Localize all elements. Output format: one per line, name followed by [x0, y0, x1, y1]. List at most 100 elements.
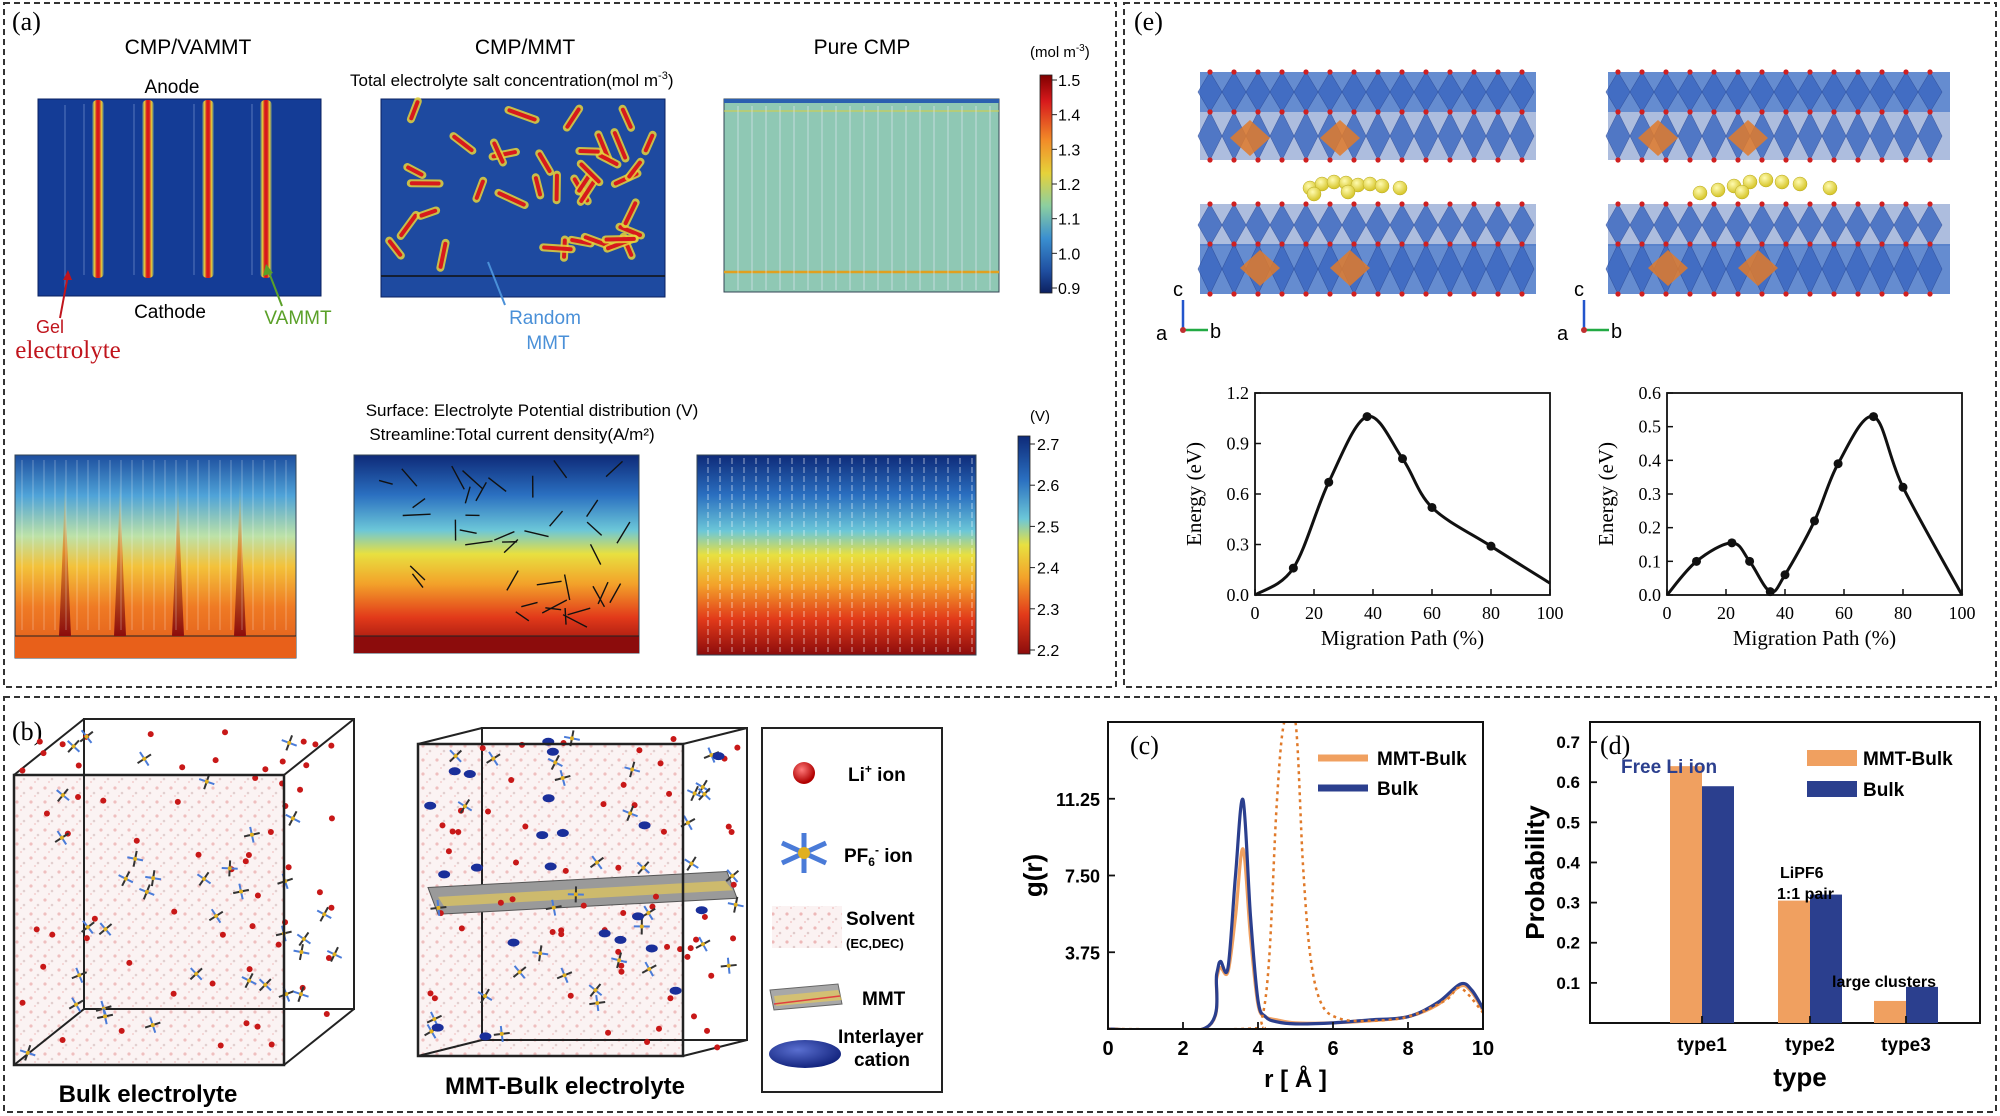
- x-axis-label: r [ Å ]: [1264, 1065, 1327, 1093]
- legend-mmt: MMT: [862, 989, 906, 1010]
- oxygen-atom: [1759, 201, 1765, 207]
- oxygen-atom: [1471, 157, 1477, 163]
- oxygen-atom: [1255, 291, 1261, 297]
- orange-octahedron: [1648, 250, 1688, 286]
- oxygen-atom: [1447, 157, 1453, 163]
- colorbar-salt-tick: 1.3: [1058, 142, 1080, 159]
- li-ion: [133, 837, 140, 844]
- oxygen-atom: [1303, 109, 1309, 115]
- oxygen-atom: [1423, 241, 1429, 247]
- mmt-plate-line: [409, 565, 426, 581]
- mmt-plate-line: [459, 529, 477, 534]
- oxygen-atom: [1663, 291, 1669, 297]
- oxygen-atom: [1519, 291, 1525, 297]
- li-ion: [328, 815, 335, 822]
- mmt-plate: [449, 132, 477, 155]
- li-ion: [455, 829, 462, 836]
- cation-icon: [769, 1040, 841, 1068]
- interlayer-cation: [632, 912, 645, 921]
- x-tick-label: 40: [1364, 603, 1382, 623]
- mmt-plate-line: [401, 468, 418, 487]
- li-ion: [279, 758, 286, 765]
- oxygen-atom: [1423, 69, 1429, 75]
- mmt-plate-line: [464, 486, 471, 504]
- x-tick-label: type1: [1677, 1035, 1727, 1056]
- oxygen-atom: [1327, 69, 1333, 75]
- x-tick-label: 20: [1305, 603, 1323, 623]
- annotation-free-li: Free Li ion: [1621, 757, 1717, 778]
- oxygen-atom: [1807, 291, 1813, 297]
- box-edge: [283, 718, 355, 776]
- oxygen-atom: [1711, 241, 1717, 247]
- legend-solvent-sub: (EC,DEC): [846, 936, 904, 951]
- oxygen-atom: [1735, 241, 1741, 247]
- x-tick-label: 40: [1776, 603, 1794, 623]
- mmt-plate: [618, 104, 636, 132]
- li-atom: [1374, 178, 1390, 194]
- pf6-ion: [258, 978, 272, 992]
- bar: [1906, 986, 1938, 1023]
- oxygen-atom: [1927, 69, 1933, 75]
- mmt-plate-line: [506, 570, 519, 591]
- mmt-plate-line: [616, 521, 631, 544]
- oxygen-atom: [1423, 201, 1429, 207]
- li-atom: [1822, 180, 1838, 196]
- oxygen-atom: [1855, 291, 1861, 297]
- interlayer-cation: [638, 821, 651, 830]
- li-ion: [618, 968, 625, 975]
- li-atom: [1692, 185, 1708, 201]
- orange-octahedron: [1240, 250, 1280, 286]
- energy-chart-1: 0 20 40 60 80 100 0.0 0.3 0.6 0.9 1.2 Migration Pat…: [1182, 383, 1564, 650]
- li-ion: [328, 742, 335, 749]
- x-tick-label: 100: [1537, 603, 1564, 623]
- svg-text:c: c: [1574, 279, 1584, 301]
- oxygen-atom: [1471, 69, 1477, 75]
- oxygen-atom: [1279, 241, 1285, 247]
- y-axis-label: Probability: [1520, 805, 1550, 940]
- energy-point: [1898, 482, 1908, 492]
- y-tick-label: 0.7: [1556, 733, 1580, 752]
- oxygen-atom: [1903, 241, 1909, 247]
- interlayer-cation: [546, 747, 559, 756]
- oxygen-atom: [1759, 157, 1765, 163]
- oxygen-atom: [1447, 201, 1453, 207]
- oxygen-atom: [1687, 291, 1693, 297]
- panel-bcd-border: [3, 696, 1997, 1113]
- oxygen-atom: [1207, 291, 1213, 297]
- oxygen-atom: [1207, 157, 1213, 163]
- pf6-ion: [71, 967, 88, 984]
- box-front-edge: [12, 773, 286, 1067]
- bulk-simulation-box: [12, 718, 355, 1067]
- pf6-ion: [641, 961, 657, 977]
- oxygen-atom: [1423, 291, 1429, 297]
- pf6-ion: [493, 1025, 510, 1042]
- mmt-plate-line: [412, 497, 426, 509]
- pf6-ion: [532, 945, 549, 962]
- annotation-lipf6: LiPF6: [1780, 865, 1824, 882]
- oxygen-atom: [1399, 291, 1405, 297]
- y-axis-label: g(r): [1018, 854, 1048, 897]
- li-atom: [1742, 174, 1758, 190]
- li-ion: [195, 851, 202, 858]
- oxygen-atom: [1519, 109, 1525, 115]
- li-ion: [40, 963, 47, 970]
- li-atom: [1392, 180, 1408, 196]
- li-ion: [267, 829, 274, 836]
- oxygen-atom: [1495, 241, 1501, 247]
- x-tick-label: 6: [1327, 1038, 1338, 1060]
- potential-spike: [234, 470, 246, 636]
- energy-point: [1765, 587, 1775, 597]
- oxygen-atom: [1351, 69, 1357, 75]
- energy-point: [1745, 556, 1755, 566]
- oxygen-atom: [1471, 291, 1477, 297]
- mmt-plate: [403, 163, 427, 179]
- pf6-ion: [686, 785, 703, 802]
- li-ion: [615, 864, 622, 871]
- box-back-edge: [481, 727, 748, 1041]
- random-label: Random: [509, 308, 581, 329]
- li-ion: [620, 781, 627, 788]
- oxygen-atom: [1231, 201, 1237, 207]
- oxygen-atom: [1831, 241, 1837, 247]
- y-tick-label: 0.0: [1227, 585, 1250, 605]
